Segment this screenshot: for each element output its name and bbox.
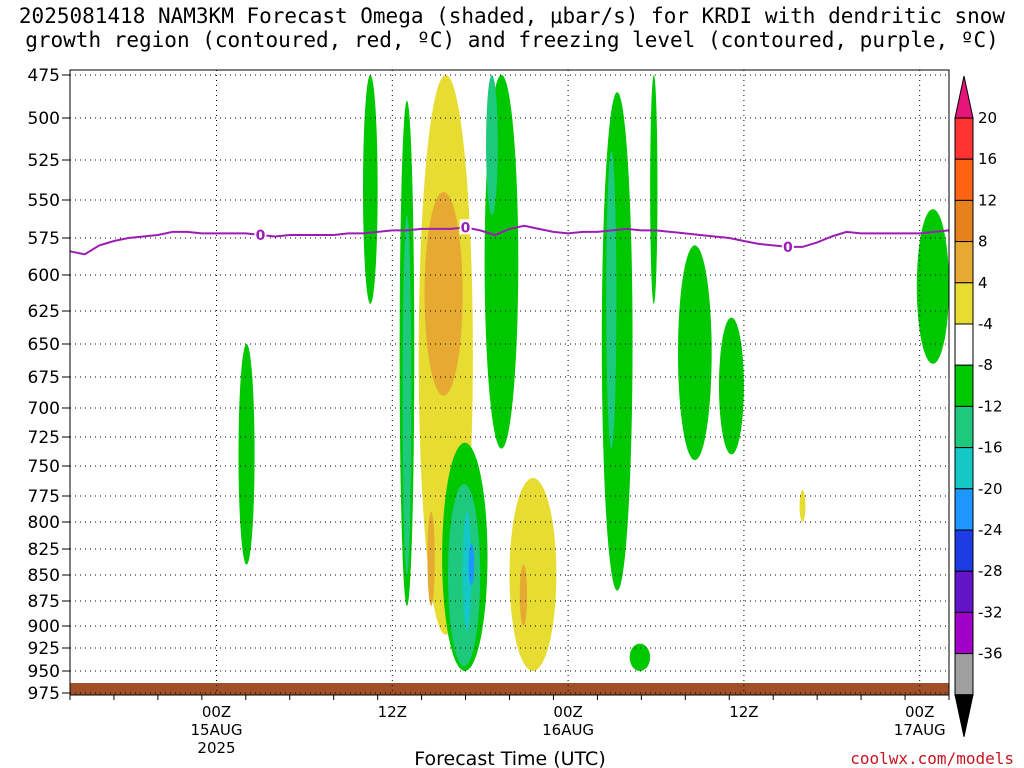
colorbar-segment [954, 117, 974, 160]
colorbar-segment [954, 529, 974, 572]
omega-region [677, 245, 712, 461]
omega-region [650, 74, 658, 304]
y-tick-label: 700 [28, 399, 60, 419]
x-tick-label: 00Z [202, 703, 231, 721]
omega-region [509, 478, 557, 671]
y-tick-label: 525 [28, 151, 60, 171]
colorbar-label: -36 [978, 645, 1003, 663]
y-tick-label: 600 [28, 266, 60, 286]
freezing-level-label: 0 [783, 240, 793, 256]
omega-region [916, 209, 949, 364]
title-line-2: growth region (contoured, red, ºC) and f… [25, 28, 999, 52]
colorbar-label: -12 [978, 397, 1003, 415]
y-tick-label: 975 [28, 684, 60, 704]
y-tick-label: 925 [28, 639, 60, 659]
colorbar-segment [954, 694, 974, 737]
freezing-level-label: 0 [461, 220, 471, 236]
colorbar-segment [954, 282, 974, 325]
freezing-level-label: 0 [256, 228, 266, 244]
colorbar-label: -24 [978, 521, 1003, 539]
colorbar-label: -20 [978, 480, 1003, 498]
x-tick-year: 2025 [197, 739, 235, 757]
y-axis-ticks: 475 500 525 550 575 600 625 650 675 700 725 750 775 8… [28, 66, 70, 704]
colorbar-segment [954, 75, 974, 119]
y-tick-label: 800 [28, 513, 60, 533]
omega-region [486, 75, 498, 216]
colorbar-segment [954, 447, 974, 490]
colorbar-segment [954, 323, 974, 366]
omega-region [402, 215, 412, 575]
colorbar-label: 8 [978, 233, 988, 251]
freezing-label-bg [781, 238, 794, 254]
grid-lines [70, 70, 949, 695]
colorbar-label: 16 [978, 150, 997, 168]
y-tick-label: 850 [28, 566, 60, 586]
omega-region [519, 564, 528, 626]
title-line-1: 2025081418 NAM3KM Forecast Omega (shaded… [18, 4, 1006, 28]
y-tick-label: 750 [28, 457, 60, 477]
omega-regions [238, 74, 949, 671]
y-tick-label: 900 [28, 617, 60, 637]
colorbar-segment [954, 570, 974, 613]
x-tick-label: 12Z [378, 703, 407, 721]
x-tick-label: 12Z [729, 703, 758, 721]
x-tick-label: 00Z [905, 703, 934, 721]
y-tick-label: 475 [28, 66, 60, 86]
omega-region [606, 151, 617, 449]
ground-strip [70, 683, 949, 695]
y-tick-label: 950 [28, 662, 60, 682]
freezing-level-labels: 0 0 0 [254, 219, 794, 256]
freezing-label-bg [459, 219, 472, 235]
x-axis-label: Forecast Time (UTC) [414, 748, 605, 768]
y-tick-label: 575 [28, 229, 60, 249]
colorbar: 20 16 12 8 4 -4 -8 -12 -16 -20 -24 -28 -32 -36 [954, 75, 1003, 737]
omega-region [424, 191, 463, 396]
y-tick-label: 775 [28, 487, 60, 507]
omega-region [468, 543, 475, 586]
colorbar-label: -16 [978, 439, 1003, 457]
y-tick-label: 650 [28, 335, 60, 355]
omega-region [629, 643, 651, 671]
y-tick-label: 725 [28, 428, 60, 448]
y-tick-label: 550 [28, 191, 60, 211]
colorbar-segment [954, 158, 974, 201]
freezing-label-bg [254, 226, 267, 242]
omega-region [363, 74, 378, 304]
colorbar-segment [954, 199, 974, 243]
colorbar-label: 4 [978, 274, 988, 292]
y-tick-label: 825 [28, 540, 60, 560]
x-tick-label: 00Z [553, 703, 582, 721]
freezing-level-line [69, 224, 950, 256]
y-tick-label: 675 [28, 368, 60, 388]
x-tick-date: 16AUG [542, 721, 594, 739]
colorbar-segment [954, 364, 974, 407]
colorbar-label: -32 [978, 603, 1003, 621]
omega-region [718, 317, 744, 455]
chart-title: 2025081418 NAM3KM Forecast Omega (shaded… [0, 4, 1024, 52]
colorbar-segment [954, 405, 974, 449]
y-tick-label: 625 [28, 302, 60, 322]
colorbar-segment [954, 488, 974, 531]
colorbar-label: -28 [978, 562, 1003, 580]
omega-region [799, 490, 806, 522]
x-tick-date: 17AUG [894, 721, 946, 739]
y-tick-label: 875 [28, 592, 60, 612]
x-tick-date: 15AUG [191, 721, 243, 739]
credit-text: coolwx.com/models [850, 749, 1014, 768]
omega-region [427, 511, 435, 606]
colorbar-label: -4 [978, 315, 993, 333]
colorbar-label: 20 [978, 109, 997, 127]
omega-region [462, 511, 472, 631]
colorbar-segment [954, 241, 974, 284]
y-tick-label: 500 [28, 109, 60, 129]
colorbar-segment [954, 611, 974, 655]
colorbar-label: -8 [978, 356, 993, 374]
colorbar-segment [954, 653, 974, 696]
omega-region [238, 344, 255, 565]
colorbar-label: 12 [978, 191, 997, 209]
